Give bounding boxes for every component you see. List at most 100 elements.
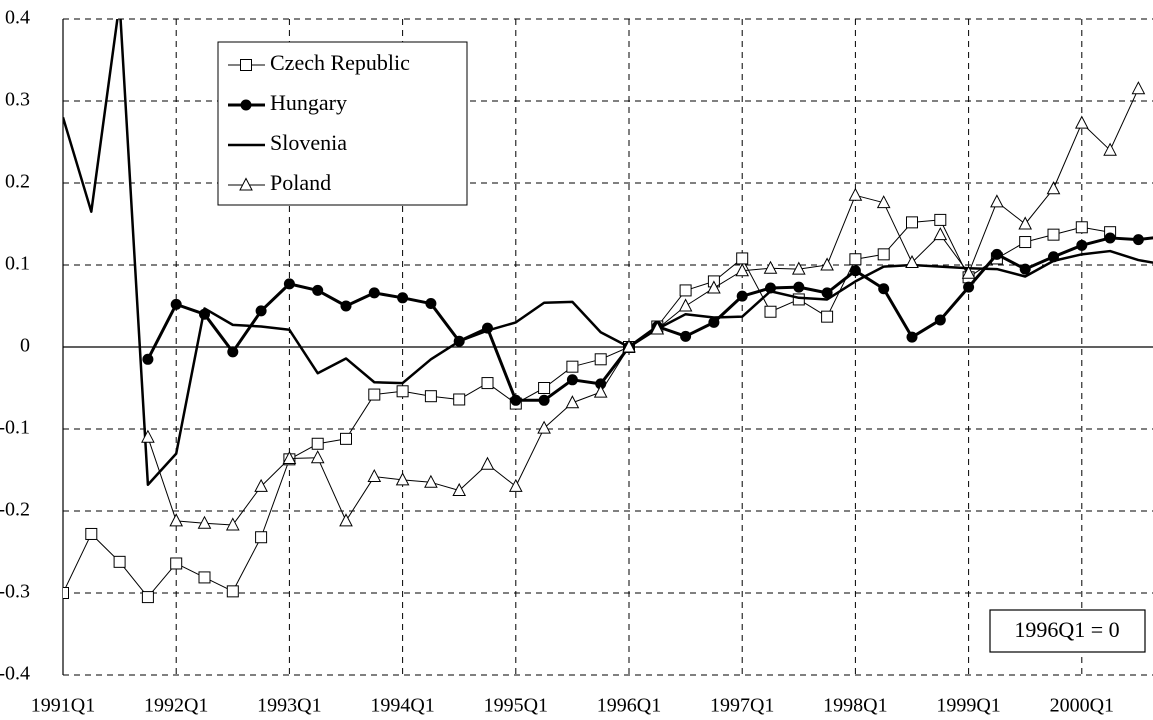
legend-label: Hungary	[270, 90, 347, 115]
marker	[1075, 221, 1088, 234]
marker	[170, 557, 183, 570]
marker	[453, 393, 466, 406]
marker	[963, 281, 975, 293]
marker	[906, 216, 918, 229]
marker	[197, 515, 212, 529]
marker	[1046, 181, 1061, 195]
x-tick-label: 1993Q1	[257, 695, 321, 717]
marker	[396, 385, 409, 398]
marker	[566, 374, 578, 386]
x-tick-label: 1995Q1	[484, 695, 548, 717]
marker	[736, 252, 749, 265]
marker	[1074, 115, 1089, 129]
plot-area	[63, 19, 1153, 604]
x-tick-label: 1999Q1	[936, 695, 1000, 717]
y-tick-label: 0.3	[5, 89, 30, 111]
marker	[679, 284, 692, 297]
marker	[848, 187, 863, 201]
marker	[340, 432, 352, 445]
marker	[311, 437, 324, 450]
marker	[239, 177, 253, 191]
marker	[424, 474, 438, 488]
marker	[255, 305, 267, 317]
marker	[481, 377, 494, 390]
marker	[480, 456, 495, 470]
marker	[1019, 236, 1032, 249]
marker	[368, 388, 381, 401]
y-tick-label: -0.4	[0, 663, 30, 685]
marker	[1019, 263, 1031, 275]
y-tick-label: 0	[20, 335, 30, 357]
marker	[905, 254, 919, 269]
x-tick-label: 1992Q1	[144, 695, 208, 717]
marker	[622, 339, 636, 353]
marker	[141, 429, 155, 443]
series-line	[63, 19, 1153, 487]
marker	[849, 253, 862, 266]
marker	[878, 283, 890, 295]
x-tick-label: 1996Q1	[597, 695, 661, 717]
marker	[424, 390, 437, 403]
marker	[169, 513, 184, 527]
marker	[791, 261, 806, 275]
marker	[310, 450, 325, 464]
marker	[707, 280, 721, 294]
marker	[566, 360, 579, 373]
marker	[877, 248, 890, 261]
y-tick-label: -0.1	[0, 417, 30, 439]
marker	[821, 287, 833, 299]
marker	[395, 472, 410, 486]
marker	[593, 384, 608, 398]
marker	[425, 298, 437, 310]
series-line	[63, 219, 1111, 598]
marker	[820, 257, 834, 271]
marker	[510, 394, 522, 406]
legend: Czech Republic Hungary Slovenia Poland	[217, 41, 468, 206]
marker	[227, 346, 239, 358]
marker	[793, 281, 805, 293]
marker	[991, 248, 1003, 260]
marker	[368, 287, 380, 299]
y-tick-label: -0.3	[0, 581, 30, 603]
marker	[226, 585, 239, 598]
x-tick-label: 1997Q1	[710, 695, 774, 717]
marker	[849, 265, 861, 277]
marker	[595, 378, 607, 390]
y-tick-label: 0.1	[5, 253, 30, 275]
marker	[254, 478, 268, 492]
marker	[680, 330, 692, 342]
marker	[1076, 239, 1088, 251]
marker	[678, 298, 693, 312]
marker	[1047, 228, 1060, 241]
marker	[312, 284, 324, 296]
marker	[63, 587, 69, 599]
marker	[764, 305, 777, 318]
legend-box	[217, 41, 468, 206]
y-tick-label: -0.2	[0, 499, 30, 521]
marker	[508, 478, 523, 492]
annotation: 1996Q1 = 0	[989, 609, 1146, 653]
marker	[736, 290, 748, 302]
marker	[934, 314, 946, 326]
marker	[283, 278, 295, 290]
marker	[85, 527, 98, 540]
x-tick-label: 1998Q1	[823, 695, 887, 717]
legend-label: Poland	[270, 170, 331, 195]
marker	[934, 213, 947, 226]
y-tick-label: 0.2	[5, 171, 30, 193]
marker	[650, 321, 665, 335]
annotation-text: 1996Q1 = 0	[1014, 617, 1119, 642]
marker	[933, 227, 948, 241]
marker	[141, 591, 154, 604]
marker	[198, 571, 211, 584]
marker	[538, 382, 551, 394]
marker	[538, 394, 550, 406]
marker	[225, 517, 240, 531]
marker	[142, 353, 154, 365]
marker	[594, 353, 607, 366]
marker	[763, 260, 778, 274]
marker	[452, 482, 467, 496]
marker	[1018, 216, 1033, 230]
marker	[821, 310, 834, 323]
